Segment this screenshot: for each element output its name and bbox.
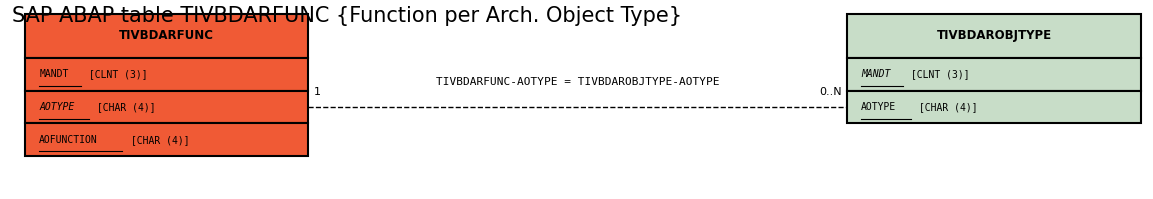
Text: SAP ABAP table TIVBDARFUNC {Function per Arch. Object Type}: SAP ABAP table TIVBDARFUNC {Function per… [12, 6, 681, 26]
Text: [CHAR (4)]: [CHAR (4)] [913, 102, 978, 112]
Text: TIVBDAROBJTYPE: TIVBDAROBJTYPE [937, 29, 1052, 42]
Text: TIVBDARFUNC-AOTYPE = TIVBDAROBJTYPE-AOTYPE: TIVBDARFUNC-AOTYPE = TIVBDAROBJTYPE-AOTY… [436, 77, 719, 87]
Text: MANDT: MANDT [39, 69, 68, 79]
Text: [CLNT (3)]: [CLNT (3)] [83, 69, 148, 79]
Text: 1: 1 [314, 87, 321, 97]
Text: TIVBDARFUNC: TIVBDARFUNC [119, 29, 214, 42]
FancyBboxPatch shape [847, 91, 1141, 123]
Text: AOTYPE: AOTYPE [861, 102, 897, 112]
FancyBboxPatch shape [25, 58, 308, 91]
FancyBboxPatch shape [25, 123, 308, 156]
Text: AOFUNCTION: AOFUNCTION [39, 135, 98, 145]
Text: 0..N: 0..N [819, 87, 842, 97]
Text: MANDT: MANDT [861, 69, 890, 79]
Text: [CLNT (3)]: [CLNT (3)] [905, 69, 970, 79]
FancyBboxPatch shape [25, 91, 308, 123]
FancyBboxPatch shape [847, 14, 1141, 58]
Text: AOTYPE: AOTYPE [39, 102, 75, 112]
FancyBboxPatch shape [847, 58, 1141, 91]
Text: [CHAR (4)]: [CHAR (4)] [91, 102, 156, 112]
Text: [CHAR (4)]: [CHAR (4)] [125, 135, 189, 145]
FancyBboxPatch shape [25, 14, 308, 58]
